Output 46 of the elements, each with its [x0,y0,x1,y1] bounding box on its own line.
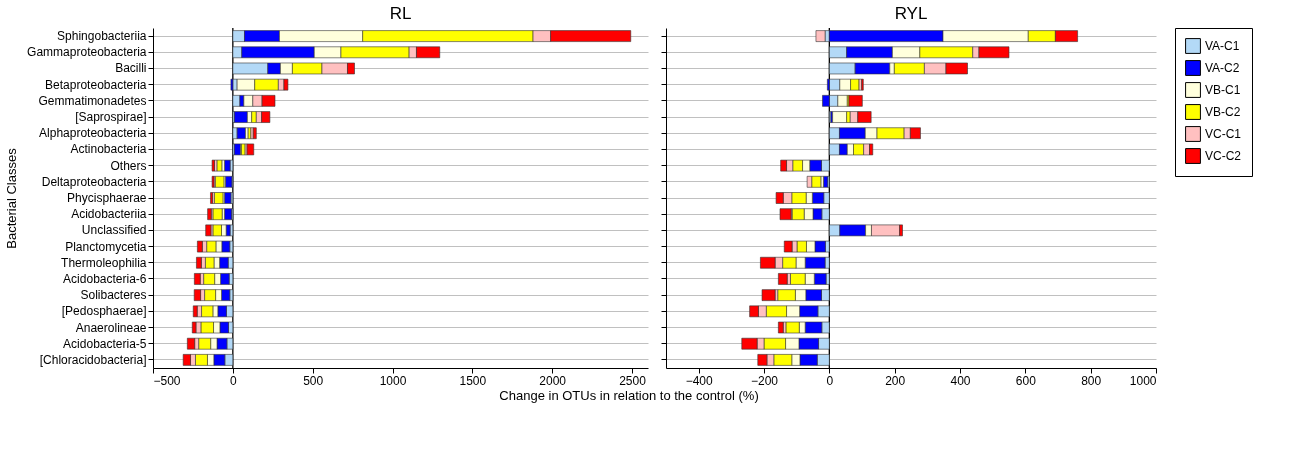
x-tick-label: 800 [1081,373,1102,388]
legend-label: VA-C1 [1205,39,1240,53]
y-tick-label: Thermoleophilia [61,255,147,270]
y-tick-label: Acidobacteriia [71,207,147,222]
y-tick-label: Phycisphaerae [67,191,147,205]
y-tick-label: Alphaproteobacteria [39,126,147,141]
x-tick-label: −400 [685,373,714,388]
x-tick-label: 200 [885,373,906,388]
y-tick-label: Deltaproteobacteria [41,174,147,189]
chart-title: RL [389,4,412,24]
legend-label: VC-C1 [1205,127,1242,141]
y-tick-label: [Saprospirae] [75,110,147,125]
x-tick-label: 0 [826,373,834,388]
y-tick-label: Unclassified [81,223,147,238]
x-tick-label: 400 [950,373,971,388]
x-tick-label: 0 [229,373,237,388]
y-tick-label: Planctomycetia [65,239,147,254]
legend-label: VB-C2 [1205,105,1241,119]
x-tick-label: 1500 [459,373,487,388]
legend-label: VC-C2 [1205,149,1242,163]
x-tick-label: 1000 [379,373,407,388]
y-tick-label: Sphingobacteriia [57,29,147,44]
y-tick-label: Gammaproteobacteria [27,45,147,60]
y-tick-label: Betaproteobacteria [45,77,147,92]
y-tick-label: Actinobacteria [70,142,147,157]
y-tick-label: Gemmatimonadetes [38,93,147,108]
y-tick-label: Acidobacteria-6 [63,271,147,286]
legend-label: VA-C2 [1205,61,1240,75]
y-tick-label: Anaerolineae [75,320,147,335]
x-tick-label: 2500 [619,373,647,388]
x-tick-label: 600 [1015,373,1037,388]
y-tick-label: Others [110,158,147,173]
x-tick-label: 2000 [539,373,567,388]
y-tick-label: [Chloracidobacteria] [39,352,147,367]
y-tick-label: Acidobacteria-5 [63,336,147,351]
y-tick-label: Bacilli [115,61,147,76]
x-axis-title: Change in OTUs in relation to the control (%) [499,388,759,403]
x-tick-label: 1000 [1129,373,1157,388]
y-tick-label: [Pedosphaerae] [61,304,147,319]
x-tick-label: −500 [153,373,181,388]
x-tick-label: −200 [750,373,779,388]
x-tick-label: 500 [303,373,324,388]
y-tick-label: Solibacteres [80,288,147,303]
y-axis-title: Bacterial Classes [4,147,20,249]
legend-label: VB-C1 [1205,83,1241,97]
chart-title: RYL [894,4,928,24]
